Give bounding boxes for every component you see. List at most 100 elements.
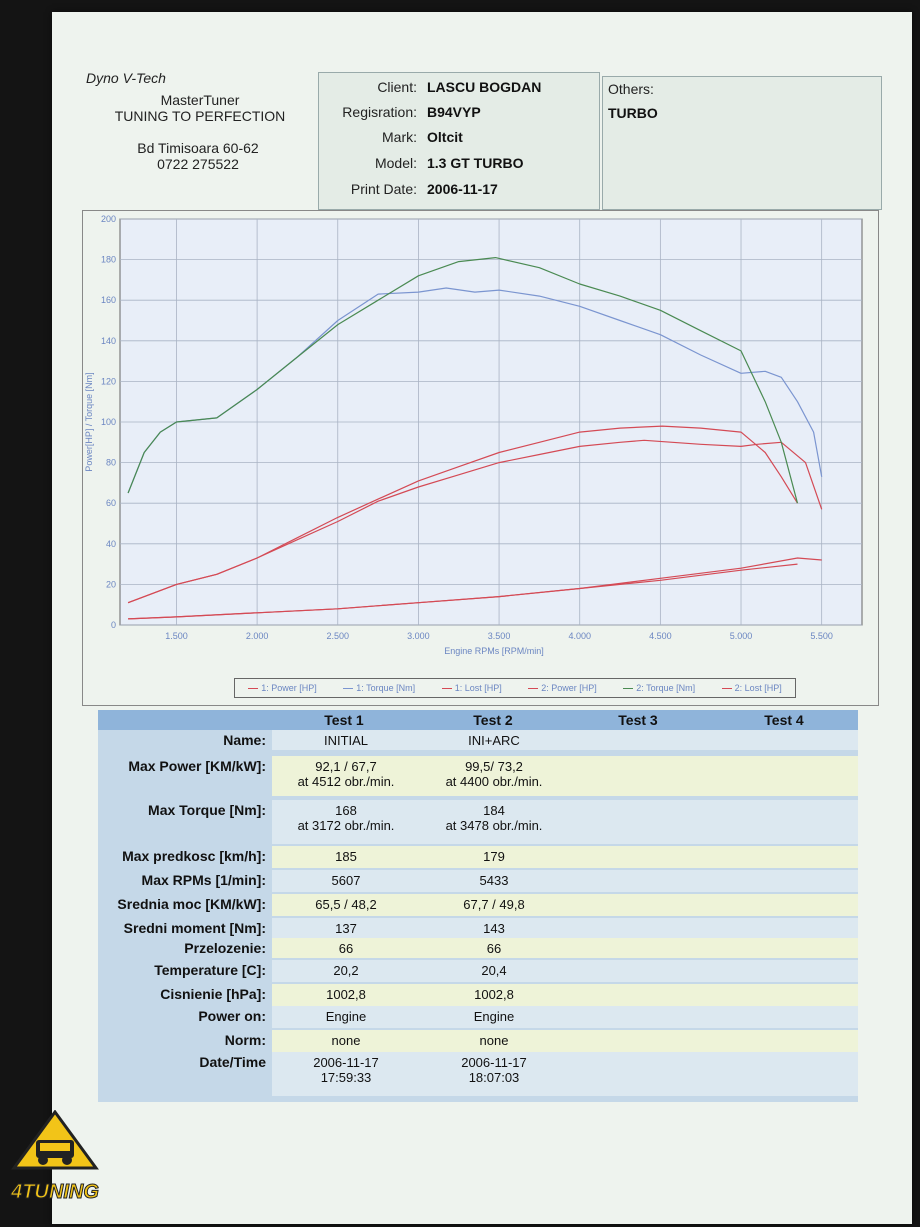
dyno-chart: 1.500 2.000 2.500 3.000 3.500 4.000 4.500 5.000…	[84, 214, 863, 656]
legend-label: 1: Power [HP]	[261, 683, 317, 693]
info-row-client: Client: LASCU BOGDAN	[319, 75, 599, 99]
table-cell: none	[479, 1033, 509, 1048]
table-cell: 20,2	[333, 963, 359, 978]
y-tick-label: 120	[101, 376, 116, 386]
company-phone: 0722 275522	[157, 156, 239, 172]
col-header-test3: Test 3	[618, 712, 658, 728]
table-cell: 67,7 / 49,8	[463, 897, 525, 912]
table-cell: 179	[483, 849, 505, 864]
info-row-model: Model: 1.3 GT TURBO	[319, 151, 599, 175]
table-cell: 137	[335, 921, 357, 936]
table-row	[272, 918, 858, 938]
series-line-6	[128, 557, 822, 620]
table-cell: 65,5 / 48,2	[315, 897, 377, 912]
table-row	[272, 800, 858, 844]
table-cell: 5607	[331, 873, 361, 888]
chart-frame	[82, 210, 879, 706]
x-tick-label: 2.500	[326, 631, 349, 641]
table-row	[272, 756, 858, 796]
company-name: MasterTuner	[160, 92, 240, 108]
info-label: Regisration:	[342, 104, 417, 120]
table-cell: INI+ARC	[468, 733, 520, 748]
grid	[120, 218, 862, 626]
watermark-logo: 4TUNING	[10, 1110, 99, 1204]
table-cell: 168 at 3172 obr./min.	[266, 803, 426, 833]
watermark-text: 4TUNING	[10, 1181, 99, 1203]
x-tick-label: 3.000	[407, 631, 430, 641]
info-row-print-date: Print Date: 2006-11-17	[319, 177, 599, 201]
info-label: Mark:	[382, 129, 417, 145]
table-cell: 2006-11-17 18:07:03	[414, 1055, 574, 1085]
table-cell-sub: at 4400 obr./min.	[445, 774, 543, 789]
x-axis-label: Engine RPMs [RPM/min]	[444, 646, 544, 656]
results-table: Test 1 Test 2 Test 3 Test 4 Name: INITIAL…	[98, 710, 858, 1102]
info-value: Oltcit	[427, 129, 463, 145]
chart-legend: 1: Power [HP] 1: Torque [Nm] 1: Lost [HP…	[234, 678, 796, 698]
tick-labels: 1.500 2.000 2.500 3.000 3.500 4.000 4.500 5.000…	[101, 214, 833, 641]
table-cell: 1002,8	[326, 987, 366, 1002]
table-cell: 66	[486, 941, 502, 956]
table-cell: Engine	[325, 1009, 367, 1024]
legend-swatch	[721, 687, 732, 689]
row-label: Max Torque [Nm]:	[148, 802, 266, 818]
table-cell: 5433	[479, 873, 509, 888]
legend-label: 1: Lost [HP]	[454, 683, 502, 693]
table-cell: 185	[335, 849, 357, 864]
company-slogan: TUNING TO PERFECTION	[114, 108, 286, 124]
info-label: Print Date:	[350, 181, 417, 197]
others-value: TURBO	[608, 105, 658, 121]
company-brand: Dyno V-Tech	[86, 70, 166, 86]
row-label: Srednia moc [KM/kW]:	[117, 896, 266, 912]
row-label: Cisnienie [hPa]:	[160, 986, 266, 1002]
legend-label: 2: Power [HP]	[541, 683, 597, 693]
y-tick-label: 200	[101, 214, 116, 224]
legend-swatch	[441, 687, 452, 689]
row-label: Date/Time	[199, 1054, 266, 1070]
y-tick-label: 140	[101, 336, 116, 346]
legend-item: 1: Lost [HP]	[441, 683, 502, 693]
y-tick-label: 60	[106, 498, 116, 508]
row-label: Temperature [C]:	[154, 962, 266, 978]
row-label: Power on:	[198, 1008, 266, 1024]
x-tick-label: 3.500	[488, 631, 511, 641]
legend-item: 2: Torque [Nm]	[623, 683, 695, 693]
table-row	[272, 870, 858, 892]
company-address: Bd Timisoara 60-62	[137, 140, 259, 156]
row-label: Max Power [KM/kW]:	[128, 758, 266, 774]
table-row	[272, 894, 858, 916]
y-tick-label: 80	[106, 458, 116, 468]
legend-item: 1: Torque [Nm]	[343, 683, 415, 693]
series-line-4	[127, 439, 823, 604]
table-cell-sub: 18:07:03	[468, 1070, 520, 1085]
legend-label: 2: Torque [Nm]	[636, 683, 696, 693]
legend-item: 2: Power [HP]	[528, 683, 597, 693]
x-tick-label: 5.500	[810, 631, 833, 641]
table-cell: 92,1 / 67,7 at 4512 obr./min.	[266, 759, 426, 789]
table-cell: INITIAL	[323, 733, 369, 748]
legend-swatch	[248, 687, 259, 689]
info-value: B94VYP	[427, 104, 481, 120]
table-cell: 1002,8	[474, 987, 514, 1002]
table-cell: 184 at 3478 obr./min.	[414, 803, 574, 833]
col-header-test4: Test 4	[764, 712, 804, 728]
table-cell-sub: at 3478 obr./min.	[445, 818, 543, 833]
y-tick-label: 0	[111, 620, 116, 630]
table-row	[272, 984, 858, 1006]
x-tick-label: 2.000	[246, 631, 269, 641]
legend-swatch	[528, 687, 539, 689]
table-cell-sub: 17:59:33	[320, 1070, 372, 1085]
table-row	[272, 846, 858, 868]
row-label: Max predkosc [km/h]:	[122, 848, 266, 864]
info-row-registration: Regisration: B94VYP	[319, 100, 599, 124]
legend-swatch	[623, 687, 634, 689]
table-row	[272, 1030, 858, 1052]
legend-item: 2: Lost [HP]	[721, 683, 782, 693]
legend-swatch	[343, 687, 354, 689]
y-tick-label: 160	[101, 295, 116, 305]
row-label: Sredni moment [Nm]:	[123, 920, 266, 936]
info-row-mark: Mark: Oltcit	[319, 125, 599, 149]
table-row	[272, 1052, 858, 1096]
table-row	[272, 938, 858, 958]
y-tick-label: 20	[106, 579, 116, 589]
table-row	[272, 1006, 858, 1028]
